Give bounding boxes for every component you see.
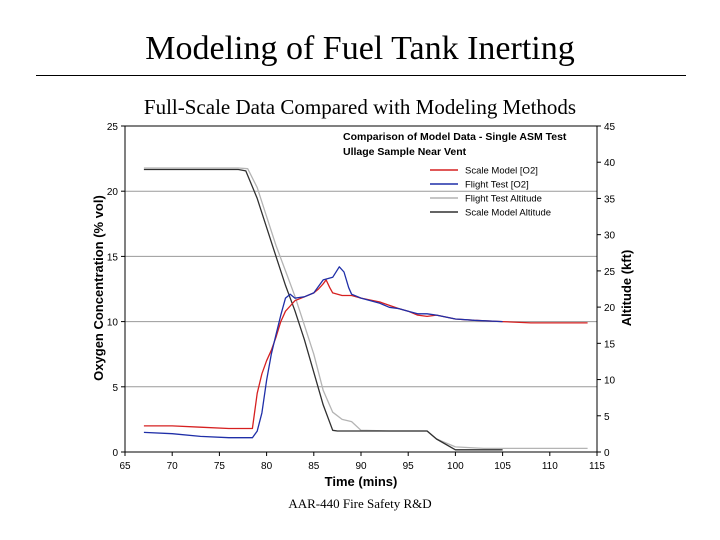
x-tick-label-5: 90 bbox=[355, 461, 367, 472]
y-tick-label-3: 15 bbox=[107, 252, 119, 263]
y2-tick-label-9: 45 bbox=[604, 122, 616, 133]
y2-tick-label-1: 5 bbox=[604, 412, 610, 423]
x-tick-label-3: 80 bbox=[261, 461, 273, 472]
series-line-3 bbox=[143, 168, 503, 451]
y-tick-label-0: 0 bbox=[112, 448, 118, 459]
y2-tick-label-3: 15 bbox=[604, 339, 616, 350]
y-axis-label: Oxygen Concentration (% vol) bbox=[91, 195, 106, 381]
x-tick-label-4: 85 bbox=[308, 461, 320, 472]
x-tick-label-9: 110 bbox=[542, 461, 558, 472]
legend-label-2: Flight Test Altitude bbox=[465, 194, 542, 205]
y-tick-label-4: 20 bbox=[107, 187, 119, 198]
x-tick-label-8: 105 bbox=[494, 461, 511, 472]
x-tick-label-0: 65 bbox=[119, 461, 131, 472]
slide-subtitle: Full-Scale Data Compared with Modeling M… bbox=[143, 95, 577, 119]
series-line-0 bbox=[143, 279, 588, 430]
y-tick-label-2: 10 bbox=[107, 318, 119, 329]
y2-axis-label: Altitude (kft) bbox=[619, 250, 634, 327]
title-divider bbox=[36, 75, 686, 76]
y2-tick-label-8: 40 bbox=[604, 158, 616, 169]
legend-label-1: Flight Test [O2] bbox=[465, 180, 529, 191]
legend-label-3: Scale Model Altitude bbox=[465, 208, 551, 219]
chart-subtitle: Ullage Sample Near Vent bbox=[343, 146, 467, 158]
y2-tick-label-5: 25 bbox=[604, 267, 616, 278]
x-tick-label-7: 100 bbox=[447, 461, 464, 472]
chart-title: Comparison of Model Data - Single ASM Te… bbox=[343, 131, 567, 143]
x-tick-label-6: 95 bbox=[403, 461, 415, 472]
y2-tick-label-0: 0 bbox=[604, 448, 610, 459]
y2-tick-label-2: 10 bbox=[604, 376, 616, 387]
legend-label-0: Scale Model [O2] bbox=[465, 166, 538, 177]
y2-tick-label-6: 30 bbox=[604, 231, 616, 242]
y2-tick-label-4: 20 bbox=[604, 303, 616, 314]
y2-tick-label-7: 35 bbox=[604, 194, 616, 205]
slide-title: Modeling of Fuel Tank Inerting bbox=[145, 30, 575, 67]
x-tick-label-1: 70 bbox=[167, 461, 179, 472]
x-axis-label: Time (mins) bbox=[325, 474, 398, 489]
y-tick-label-5: 25 bbox=[107, 122, 119, 133]
series-line-1 bbox=[143, 266, 503, 439]
footer: AAR-440 Fire Safety R&D bbox=[288, 496, 432, 511]
legend: Scale Model [O2] Flight Test [O2] Flight T… bbox=[430, 166, 551, 219]
y-tick-label-1: 5 bbox=[112, 383, 118, 394]
x-tick-label-10: 115 bbox=[589, 461, 605, 472]
x-tick-label-2: 75 bbox=[214, 461, 226, 472]
